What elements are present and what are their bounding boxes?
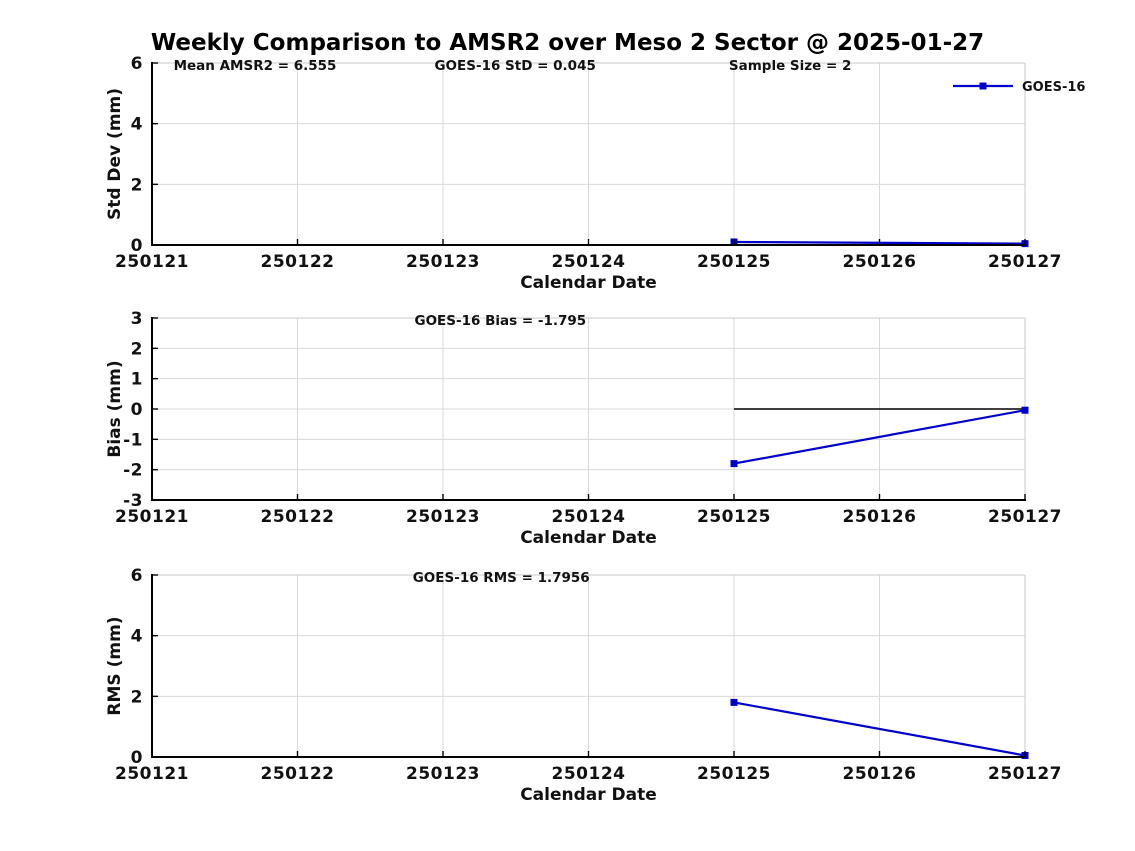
x-tick-label: 250123 bbox=[406, 507, 480, 527]
annotation: GOES-16 StD = 0.045 bbox=[434, 58, 595, 74]
annotation: Sample Size = 2 bbox=[729, 58, 852, 74]
axis-label-y: Bias (mm) bbox=[105, 360, 125, 457]
x-tick-label: 250124 bbox=[552, 507, 626, 527]
x-tick-label: 250126 bbox=[843, 252, 917, 272]
y-tick-label: 2 bbox=[131, 687, 143, 707]
annotation: Mean AMSR2 = 6.555 bbox=[174, 58, 337, 74]
annotation: GOES-16 Bias = -1.795 bbox=[414, 313, 586, 329]
x-tick-label: 250124 bbox=[552, 764, 626, 784]
y-tick-label: 3 bbox=[131, 309, 143, 329]
x-tick-label: 250125 bbox=[697, 252, 771, 272]
axis-label-x: Calendar Date bbox=[520, 528, 657, 548]
axis-label-x: Calendar Date bbox=[520, 273, 657, 293]
x-tick-label: 250122 bbox=[261, 764, 335, 784]
data-point-marker bbox=[730, 698, 738, 706]
axis-label-y: Std Dev (mm) bbox=[105, 88, 125, 220]
x-tick-label: 250123 bbox=[406, 764, 480, 784]
y-tick-label: 1 bbox=[131, 370, 143, 390]
x-tick-label: 250121 bbox=[115, 507, 189, 527]
series-line bbox=[733, 409, 1026, 465]
axis-label-y: RMS (mm) bbox=[105, 616, 125, 715]
x-tick-label: 250124 bbox=[552, 252, 626, 272]
bias-chart: 250121 250122 250123 250124 250125 250126 2501… bbox=[105, 309, 1062, 548]
x-tick-label: 250122 bbox=[261, 252, 335, 272]
y-tick-label: 4 bbox=[131, 627, 143, 647]
y-tick-label: -1 bbox=[123, 430, 143, 450]
legend-label: GOES-16 bbox=[1022, 80, 1085, 95]
figure-title: Weekly Comparison to AMSR2 over Meso 2 S… bbox=[150, 30, 985, 56]
x-tick-label: 250127 bbox=[988, 252, 1062, 272]
annotation: GOES-16 RMS = 1.7956 bbox=[413, 570, 590, 586]
x-tick-label: 250122 bbox=[261, 507, 335, 527]
std-dev-chart: 250121 250122 250123 250124 250125 250126 2501… bbox=[105, 54, 1085, 293]
y-tick-label: 6 bbox=[131, 566, 143, 586]
y-tick-label: 0 bbox=[131, 236, 143, 256]
x-tick-label: 250123 bbox=[406, 252, 480, 272]
x-tick-label: 250125 bbox=[697, 507, 771, 527]
x-tick-label: 250121 bbox=[115, 252, 189, 272]
x-tick-label: 250127 bbox=[988, 507, 1062, 527]
y-tick-label: 2 bbox=[131, 175, 143, 195]
y-tick-label: 2 bbox=[131, 339, 143, 359]
x-tick-label: 250121 bbox=[115, 764, 189, 784]
x-tick-label: 250126 bbox=[843, 507, 917, 527]
data-point-marker bbox=[1021, 406, 1029, 414]
data-point-marker bbox=[730, 460, 738, 468]
rms-chart: 250121 250122 250123 250124 250125 250126 2501… bbox=[105, 566, 1062, 805]
x-tick-label: 250125 bbox=[697, 764, 771, 784]
axis-label-x: Calendar Date bbox=[520, 785, 657, 805]
series-line bbox=[733, 701, 1026, 757]
y-tick-label: 0 bbox=[131, 400, 143, 420]
x-tick-label: 250127 bbox=[988, 764, 1062, 784]
legend-marker bbox=[979, 82, 987, 90]
y-tick-label: 0 bbox=[131, 748, 143, 768]
y-tick-label: 4 bbox=[131, 115, 143, 135]
x-tick-label: 250126 bbox=[843, 764, 917, 784]
y-tick-label: -3 bbox=[123, 491, 143, 511]
y-tick-label: 6 bbox=[131, 54, 143, 74]
y-tick-label: -2 bbox=[123, 461, 143, 481]
